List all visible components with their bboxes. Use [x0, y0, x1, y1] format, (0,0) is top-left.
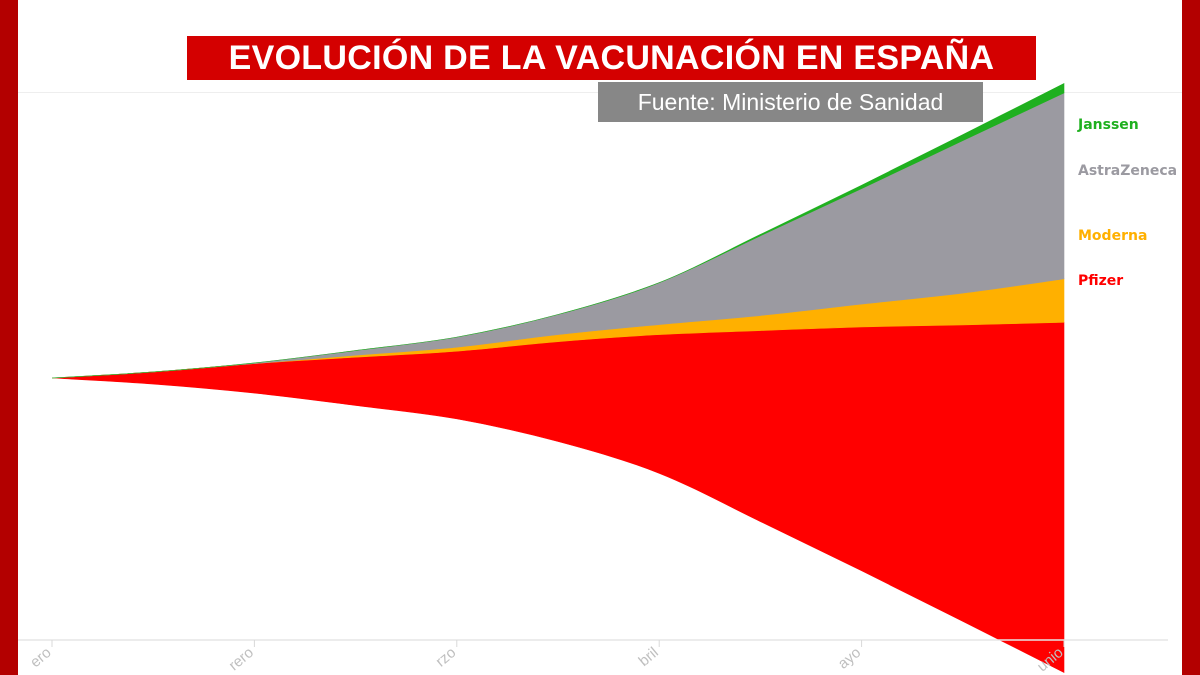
frame-left-border	[0, 0, 18, 675]
source-label: Fuente: Ministerio de Sanidad	[598, 82, 983, 122]
x-tick-label: rero	[226, 644, 257, 674]
x-tick-label: ayo	[835, 644, 864, 673]
frame-right-border	[1182, 0, 1200, 675]
x-tick-label: bril	[636, 644, 662, 670]
legend-label-moderna: Moderna	[1078, 228, 1147, 244]
series-area-pfizer	[51, 322, 1065, 673]
x-tick-label: ero	[27, 644, 55, 671]
chart-title: EVOLUCIÓN DE LA VACUNACIÓN EN ESPAÑA	[187, 36, 1036, 80]
x-tick-label: rzo	[432, 644, 459, 670]
legend-label-astrazeneca: AstraZeneca	[1078, 163, 1177, 179]
series-area-janssen	[51, 83, 1065, 379]
legend-label-pfizer: Pfizer	[1078, 273, 1123, 289]
legend-label-janssen: Janssen	[1077, 117, 1139, 133]
